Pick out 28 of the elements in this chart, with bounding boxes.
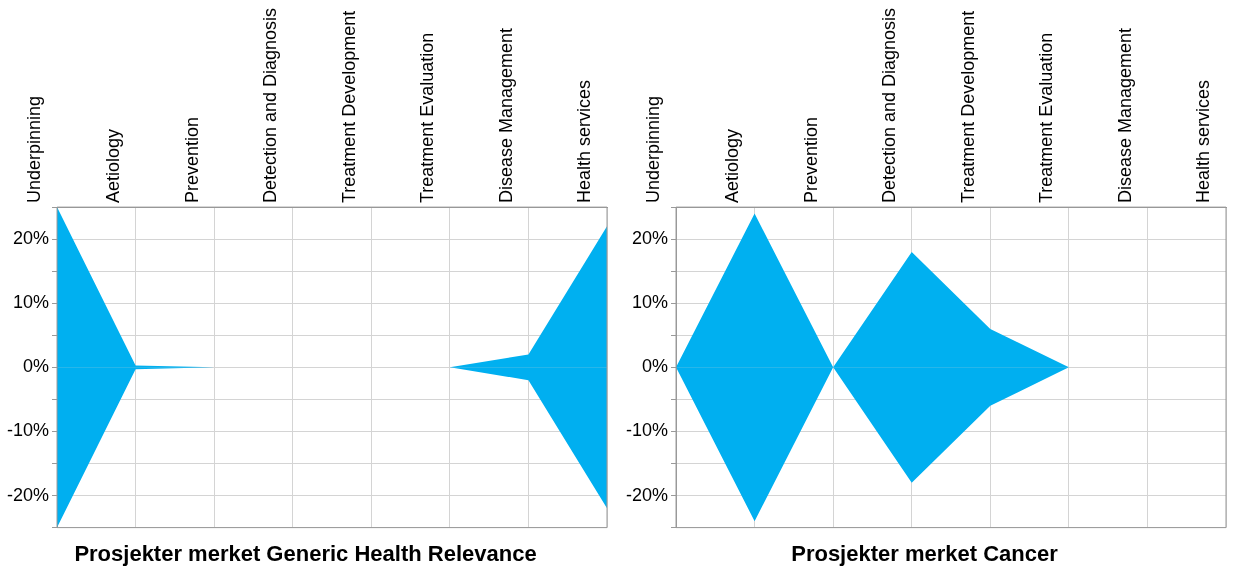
y-tick-label: -10%: [6, 420, 50, 441]
x-tick-label: Health services: [1193, 80, 1214, 204]
y-tick-label: 0%: [642, 356, 669, 377]
x-tick-label: Detection and Diagnosis: [879, 7, 900, 204]
y-tick-label: -10%: [625, 420, 669, 441]
x-tick-label: Treatment Evaluation: [1036, 32, 1057, 204]
y-tick-label: 10%: [631, 292, 669, 313]
y-tick-label: -20%: [6, 484, 50, 505]
y-tick-label: 10%: [12, 292, 50, 313]
x-tick-label: Aetiology: [102, 129, 123, 204]
x-tick-label: Health services: [574, 80, 595, 204]
text: Prosjekter merket Generic Health Relevance: [74, 540, 537, 566]
x-tick-label: Underpinning: [643, 96, 664, 204]
x-tick-label: Prevention: [800, 117, 821, 204]
x-tick-label: Disease Management: [495, 28, 516, 204]
x-tick-label: Disease Management: [1114, 28, 1135, 204]
x-tick-label: Treatment Development: [957, 10, 978, 204]
y-tick-label: 20%: [631, 228, 669, 249]
x-tick-label: Detection and Diagnosis: [260, 7, 281, 204]
x-tick-label: Underpinning: [24, 96, 45, 204]
x-tick-label: Treatment Evaluation: [417, 32, 438, 204]
x-tick-label: Aetiology: [721, 129, 742, 204]
text: Prosjekter merket Cancer: [791, 540, 1059, 566]
x-tick-label: Prevention: [181, 117, 202, 204]
x-tick-label: Treatment Development: [338, 10, 359, 204]
y-tick-label: -20%: [625, 484, 669, 505]
y-tick-label: 20%: [12, 228, 50, 249]
y-tick-label: 0%: [23, 356, 50, 377]
